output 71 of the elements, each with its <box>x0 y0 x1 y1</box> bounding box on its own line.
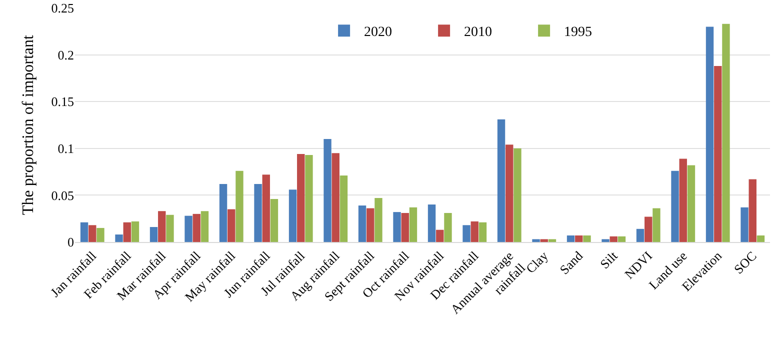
bar <box>158 211 166 242</box>
bar <box>166 214 174 242</box>
bar <box>262 174 270 242</box>
bar <box>462 225 470 242</box>
bar <box>679 158 687 242</box>
bar <box>740 207 748 242</box>
bar <box>756 235 765 242</box>
bar <box>714 66 722 242</box>
bar <box>636 228 644 242</box>
bar <box>297 154 305 242</box>
y-tick-label: 0.2 <box>58 47 74 62</box>
bar <box>618 236 626 242</box>
bar <box>428 204 436 242</box>
bar <box>722 24 730 242</box>
y-tick-label: 0.15 <box>51 94 74 110</box>
bar <box>200 211 209 242</box>
bar <box>652 208 660 242</box>
bar <box>506 144 514 242</box>
x-tick-label: Silt <box>596 248 621 272</box>
bar <box>236 170 244 242</box>
bar <box>566 235 575 242</box>
bar <box>706 26 714 242</box>
bar <box>444 212 452 242</box>
legend-label: 2010 <box>464 25 492 40</box>
bar <box>687 165 696 242</box>
bar <box>131 221 140 242</box>
bar <box>270 198 278 242</box>
bar <box>288 190 297 242</box>
legend-label: 2020 <box>364 25 392 40</box>
bar <box>123 222 131 242</box>
bar <box>219 184 228 242</box>
bar <box>305 154 313 242</box>
bar <box>644 216 652 242</box>
bar <box>532 239 540 242</box>
bar <box>478 222 487 242</box>
bar <box>184 216 192 242</box>
bar <box>610 236 618 242</box>
bar <box>88 225 96 242</box>
y-tick-label: 0.05 <box>51 188 74 203</box>
bar <box>366 208 374 242</box>
bar <box>540 239 548 242</box>
bar <box>80 222 88 242</box>
bar <box>602 239 610 242</box>
y-tick-label: 0.25 <box>51 0 74 16</box>
bar <box>575 235 583 242</box>
bar <box>671 170 679 242</box>
bar <box>150 227 158 242</box>
bar <box>401 212 409 242</box>
bar <box>96 228 104 242</box>
bar <box>748 179 756 242</box>
bar <box>393 212 401 242</box>
bar <box>332 153 340 242</box>
y-axis-title: The proportion of important <box>20 34 37 215</box>
bar <box>324 139 332 242</box>
bar <box>470 221 478 242</box>
bar <box>254 184 262 242</box>
bar <box>358 206 366 242</box>
bar <box>497 119 506 242</box>
bar <box>374 198 382 242</box>
bar <box>583 235 591 242</box>
bar <box>514 148 522 242</box>
bar <box>192 214 200 242</box>
bar <box>548 239 556 242</box>
bar <box>409 207 418 242</box>
bar <box>228 209 236 242</box>
bar <box>340 176 348 242</box>
bar <box>436 230 444 242</box>
y-tick-label: 0 <box>68 234 74 250</box>
y-tick-label: 0.1 <box>58 140 74 156</box>
legend-label: 1995 <box>564 25 592 40</box>
bar <box>115 234 123 242</box>
